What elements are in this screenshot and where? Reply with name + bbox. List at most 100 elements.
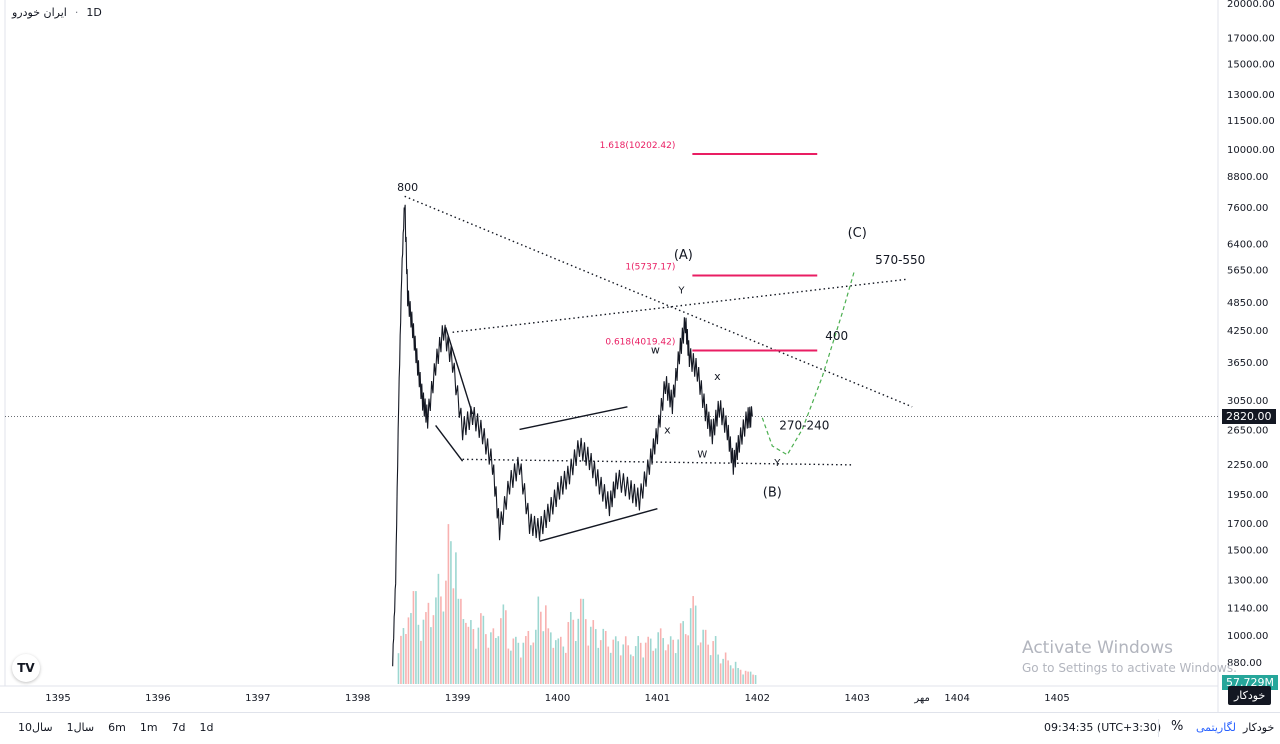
range-selector: 10سال 1سال 6m 1m 7d 1d [18,721,214,734]
volume-bar [674,653,677,684]
range-6m[interactable]: 6m [108,721,126,734]
volume-bar [562,646,565,684]
wave-x-label: x [714,370,721,383]
chart-legend: ایران خودرو · 1D [12,6,102,19]
volume-bar [644,642,647,684]
volume-bar [682,621,684,684]
volume-bar [582,598,585,684]
volume-bar [522,642,525,684]
interval-label[interactable]: 1D [86,6,102,19]
volume-bar [612,639,615,684]
downtrend-line [404,195,913,408]
volume-bar [490,632,492,684]
range-1d[interactable]: 1d [199,721,214,734]
volume-bar [525,636,527,684]
target-high-label: 570-550 [875,253,925,267]
volume-bar [599,640,602,684]
y-tick-label: 3050.00 [1227,396,1268,407]
volume-bar [634,646,637,684]
wave-a-label: (A) [674,248,693,263]
volume-bar [547,628,550,684]
volume-bar [569,612,572,684]
volume-bar [687,635,689,684]
volume-bar [400,635,402,684]
volume-bar [502,604,505,684]
volume-bar [462,619,465,684]
volume-bar [407,617,410,684]
volume-bar [647,636,650,684]
volume-bar [659,628,662,684]
fib-level-label: 0.618(4019.42) [605,338,675,348]
volume-bar [734,661,737,684]
wave-x-label: x [664,423,671,436]
volume-bar [589,626,592,684]
volume-bar [427,602,430,684]
range-1y[interactable]: 1سال [66,721,95,734]
volume-bar [727,660,729,684]
volume-bar [649,638,652,684]
x-tick-label: 1402 [745,693,770,704]
y-tick-label: 1700.00 [1227,519,1268,530]
volume-bar [697,645,699,684]
volume-bar [512,638,515,684]
volume-bar [540,611,542,684]
volume-bar [579,598,582,684]
x-tick-label: 1399 [445,693,470,704]
volume-bar [402,628,405,684]
auto-scale-tag[interactable]: خودکار [1228,686,1272,705]
volume-bar [744,670,747,684]
x-tick-label: 1397 [245,693,270,704]
volume-bar [732,668,734,684]
volume-bar [537,596,540,684]
volume-bar [604,630,607,684]
x-tick-label: 1398 [345,693,370,704]
volume-bar [592,620,595,684]
y-tick-label: 20000.00 [1227,0,1275,10]
last-price-tag: 2820.00 [1222,409,1276,425]
volume-bar [587,645,590,684]
watermark-line2: Go to Settings to activate Windows. [1022,661,1237,675]
volume-bar [435,597,437,684]
volume-bar [437,573,440,684]
percent-scale-button[interactable]: % [1171,719,1184,734]
volume-bar [729,665,732,684]
volume-bar [527,630,530,684]
x-tick-label: 1395 [45,693,70,704]
volume-bar [642,657,645,684]
volume-bar [472,629,475,684]
range-10y[interactable]: 10سال [18,721,53,734]
volume-bar [742,674,744,684]
toolbar-divider [1158,719,1159,737]
projection-path [761,271,855,456]
volume-bar [470,620,472,684]
wave-b-label: (B) [763,485,782,500]
wave-y-label: Y [773,458,781,469]
range-7d[interactable]: 7d [171,721,186,734]
volume-bar [410,613,412,684]
clock-timezone[interactable]: 09:34:35 (UTC+3:30) [1044,721,1162,734]
volume-bar [752,674,754,684]
tradingview-logo-icon[interactable]: TV [12,654,40,682]
channel-upper-line [519,406,628,431]
volume-bar [677,639,679,684]
range-1m[interactable]: 1m [139,721,158,734]
activate-windows-watermark: Activate Windows Go to Settings to activ… [1022,638,1237,675]
volume-bar [412,591,415,684]
log-scale-button[interactable]: لگاریتمی [1196,721,1236,734]
volume-bar [707,644,709,684]
volume-bar [520,657,522,684]
volume-bar [557,638,560,684]
x-tick-label: 1400 [545,693,570,704]
auto-scale-button[interactable]: خودکار [1243,721,1275,734]
volume-bar [417,624,420,684]
symbol-name[interactable]: ایران خودرو [12,6,67,19]
volume-bar [574,641,577,684]
volume-bar [722,658,724,684]
volume-bar [572,619,575,684]
volume-bar [447,524,450,684]
volume-bar [749,671,752,684]
volume-bar [622,644,625,684]
x-tick-label: 1401 [645,693,670,704]
volume-bar [485,634,487,684]
